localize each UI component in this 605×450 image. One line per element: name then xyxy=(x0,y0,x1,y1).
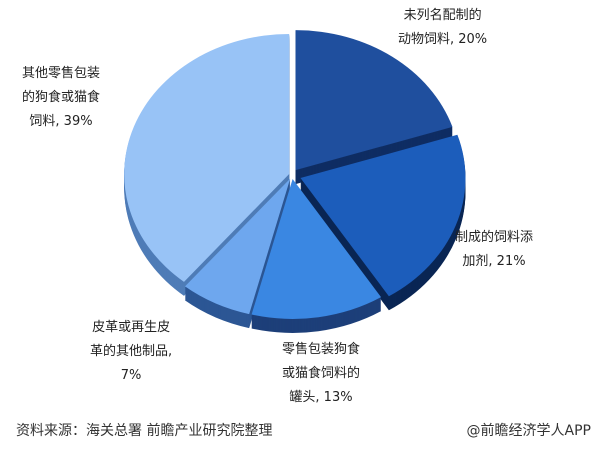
slice-4 xyxy=(124,33,290,282)
slice-label-4: 其他零售包装 的狗食或猫食 饲料, 39% xyxy=(22,66,101,129)
slice-label-2: 零售包装狗食 或猫食饲料的 罐头, 13% xyxy=(282,342,361,405)
source-note: 资料来源：海关总署 前瞻产业研究院整理 xyxy=(16,423,273,439)
slice-1 xyxy=(300,134,466,297)
credit: @前瞻经济学人APP xyxy=(466,423,591,439)
slice-label-0: 未列名配制的 动物饲料, 20% xyxy=(398,8,488,47)
slice-label-3: 皮革或再生皮 革的其他制品, 7% xyxy=(90,320,173,383)
slice-2 xyxy=(251,178,382,319)
slice-0 xyxy=(295,30,453,171)
slice-label-1: 制成的饲料添 加剂, 21% xyxy=(455,230,534,269)
slice-3 xyxy=(185,178,291,315)
